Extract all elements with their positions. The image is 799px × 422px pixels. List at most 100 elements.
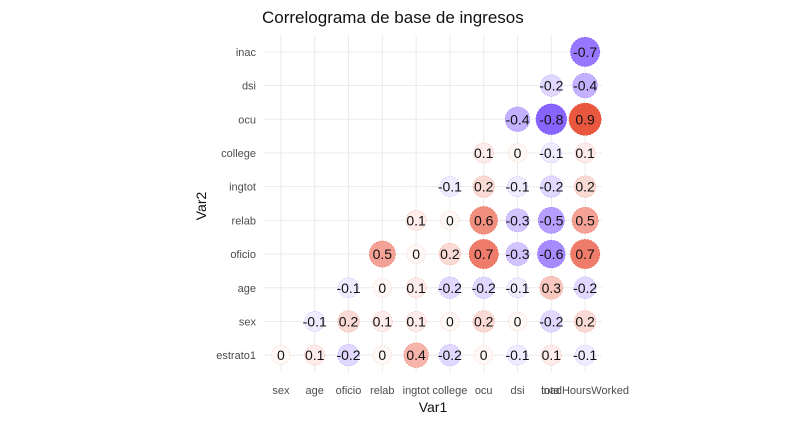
correlation-circle xyxy=(472,310,495,333)
correlation-label: 0 xyxy=(412,246,420,262)
correlation-label: -0.1 xyxy=(303,313,327,329)
correlation-label: 0.2 xyxy=(474,313,494,329)
y-axis-title: Var2 xyxy=(193,192,209,221)
correlation-label: 0 xyxy=(514,145,522,161)
correlation-label: -0.2 xyxy=(472,280,496,296)
x-tick-label: relab xyxy=(370,385,394,397)
correlation-label: -0.2 xyxy=(539,313,563,329)
correlation-label: 0.2 xyxy=(575,313,595,329)
correlation-label: -0.1 xyxy=(573,347,597,363)
correlation-label: 0.6 xyxy=(474,212,494,228)
correlation-circle xyxy=(507,344,528,366)
correlation-circle xyxy=(507,143,528,163)
correlation-label: 0.3 xyxy=(542,280,562,296)
correlation-circle xyxy=(507,176,528,197)
correlation-circle xyxy=(505,208,530,233)
correlation-circle xyxy=(540,344,562,366)
correlation-label: -0.2 xyxy=(573,280,597,296)
correlation-label: 0.7 xyxy=(474,246,494,262)
correlation-label: -0.4 xyxy=(505,111,529,127)
correlation-label: -0.4 xyxy=(573,78,597,94)
correlation-label: -0.2 xyxy=(336,347,360,363)
correlation-label: -0.8 xyxy=(539,111,563,127)
correlation-label: 0.4 xyxy=(406,347,426,363)
y-tick-label: estrato1 xyxy=(216,350,256,362)
x-tick-label: ocu xyxy=(475,385,493,397)
correlation-circle xyxy=(438,242,461,266)
correlation-circle xyxy=(568,102,602,136)
correlation-cells: 0 0.1 -0.2 0 0.4 -0.2 0 -0.1 0.1 -0.1 -0.1 0.2 0.1 0.… xyxy=(271,36,602,368)
correlation-circle xyxy=(472,175,495,198)
correlation-label: 0 xyxy=(446,212,454,228)
correlation-circle xyxy=(570,239,600,269)
correlation-circle xyxy=(574,310,597,333)
correlation-label: 0.1 xyxy=(575,145,595,161)
correlation-circle xyxy=(504,106,531,132)
correlation-circle xyxy=(473,142,495,164)
correlation-label: -0.1 xyxy=(505,347,529,363)
x-tick-label: oficio xyxy=(336,385,362,397)
correlation-circle xyxy=(338,277,359,299)
x-tick-label: dsi xyxy=(510,385,524,397)
correlation-label: -0.1 xyxy=(336,280,360,296)
correlation-circle xyxy=(570,36,600,67)
correlation-circle xyxy=(368,240,396,268)
y-tick-label: oficio xyxy=(230,249,256,261)
correlation-circle xyxy=(535,103,567,135)
correlation-label: -0.2 xyxy=(539,179,563,195)
correlation-circle xyxy=(405,311,427,332)
x-tick-label: ingtot xyxy=(403,385,430,397)
correlation-label: 0.1 xyxy=(474,145,494,161)
correlation-circle xyxy=(468,239,499,269)
correlation-circle xyxy=(440,210,460,230)
correlation-label: 0.2 xyxy=(474,179,494,195)
x-tick-label: sex xyxy=(272,385,290,397)
y-tick-label: ocu xyxy=(238,114,256,126)
correlation-label: 0.7 xyxy=(575,246,595,262)
correlation-label: 0.5 xyxy=(575,212,595,228)
x-axis-title: Var1 xyxy=(419,399,448,415)
correlation-circle xyxy=(469,206,498,235)
correlation-circle xyxy=(574,276,597,299)
correlation-circle xyxy=(540,310,563,333)
x-tick-label: age xyxy=(306,385,324,397)
correlation-circle xyxy=(574,344,596,366)
correlation-label: 0.5 xyxy=(373,246,393,262)
correlation-circle xyxy=(271,345,291,365)
correlation-circle xyxy=(371,311,393,332)
correlation-circle xyxy=(537,206,565,234)
correlation-circle xyxy=(540,142,562,164)
correlation-label: 0 xyxy=(378,280,386,296)
correlation-circle xyxy=(537,239,566,269)
correlation-label: -0.3 xyxy=(505,212,529,228)
correlation-label: 0.1 xyxy=(406,280,426,296)
correlation-circle xyxy=(574,142,596,164)
y-tick-label: ingtot xyxy=(229,182,256,194)
correlation-label: -0.1 xyxy=(438,179,462,195)
correlation-circle xyxy=(403,342,429,368)
correlation-circle xyxy=(337,310,360,333)
correlation-circle xyxy=(438,344,461,367)
correlation-label: 0 xyxy=(277,347,285,363)
correlation-circle xyxy=(405,277,427,299)
correlation-label: -0.2 xyxy=(438,280,462,296)
correlation-label: 0 xyxy=(480,347,488,363)
correlation-label: 0.2 xyxy=(339,313,359,329)
correlation-label: 0.9 xyxy=(575,111,595,127)
correlation-label: 0.1 xyxy=(406,313,426,329)
correlation-label: 0 xyxy=(378,347,386,363)
correlation-label: -0.1 xyxy=(539,145,563,161)
correlation-label: 0.1 xyxy=(373,313,393,329)
correlation-circle xyxy=(474,345,494,365)
correlation-label: 0.2 xyxy=(440,246,460,262)
y-tick-label: sex xyxy=(239,316,257,328)
correlation-circle xyxy=(304,311,326,332)
correlation-label: -0.2 xyxy=(438,347,462,363)
x-tick-label: totalHoursWorked xyxy=(541,385,629,397)
y-tick-label: college xyxy=(221,148,256,160)
correlation-circle xyxy=(507,311,528,332)
correlation-circle xyxy=(372,278,392,298)
correlation-circle xyxy=(540,175,563,198)
correlation-circle xyxy=(572,72,598,99)
